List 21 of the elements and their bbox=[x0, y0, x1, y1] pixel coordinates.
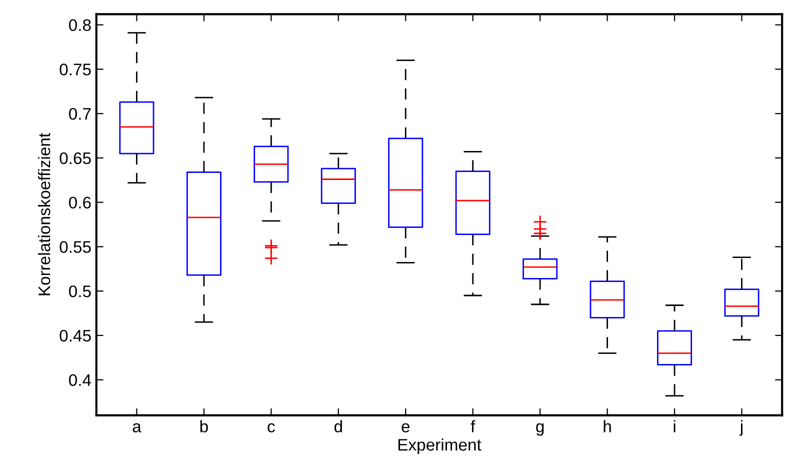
y-tick-label: 0.75 bbox=[60, 64, 91, 76]
y-tick-label: 0.6 bbox=[69, 196, 91, 209]
x-axis-title: Experiment bbox=[398, 438, 482, 454]
y-tick-label: 0.5 bbox=[69, 285, 91, 298]
x-tick-label: d bbox=[334, 420, 342, 432]
y-tick-label: 0.65 bbox=[60, 152, 91, 164]
y-tick-label: 0.7 bbox=[69, 108, 91, 120]
y-tick-label: 0.55 bbox=[60, 241, 91, 253]
x-tick-label: g bbox=[536, 423, 544, 436]
y-tick-label: 0.8 bbox=[69, 19, 91, 32]
y-axis-title: Korrelationskoeffizient bbox=[38, 133, 50, 296]
x-tick-label: j bbox=[740, 420, 742, 436]
x-tick-label: b bbox=[200, 420, 208, 432]
x-tick-label: c bbox=[268, 423, 275, 432]
x-tick-label: h bbox=[604, 420, 611, 432]
x-tick-label: f bbox=[470, 420, 476, 432]
x-tick-label: a bbox=[132, 423, 142, 432]
x-tick-label: e bbox=[402, 423, 410, 432]
x-tick-label: i bbox=[674, 420, 676, 432]
y-tick-label: 0.4 bbox=[69, 374, 92, 386]
y-tick-label: 0.45 bbox=[60, 330, 91, 342]
